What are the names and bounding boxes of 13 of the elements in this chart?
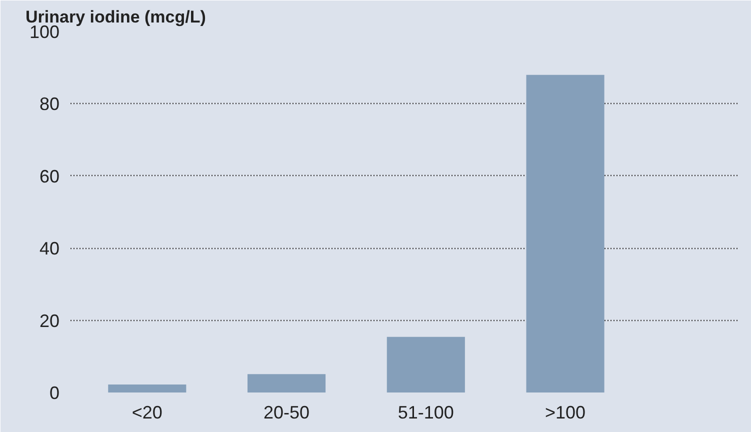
x-tick-label: <20 (132, 402, 162, 422)
bar (248, 374, 326, 392)
y-tick-label: 40 (39, 238, 60, 259)
y-tick-label: 60 (39, 166, 60, 186)
x-tick-label: >100 (545, 402, 586, 422)
x-tick-label: 51-100 (398, 402, 454, 422)
y-tick-label: 80 (39, 94, 60, 114)
bar (526, 74, 604, 392)
bar (386, 336, 465, 392)
bar (108, 384, 186, 392)
y-tick-label: 20 (39, 310, 60, 331)
y-tick-label: 0 (49, 383, 60, 403)
x-tick-label: 20-50 (264, 402, 310, 422)
